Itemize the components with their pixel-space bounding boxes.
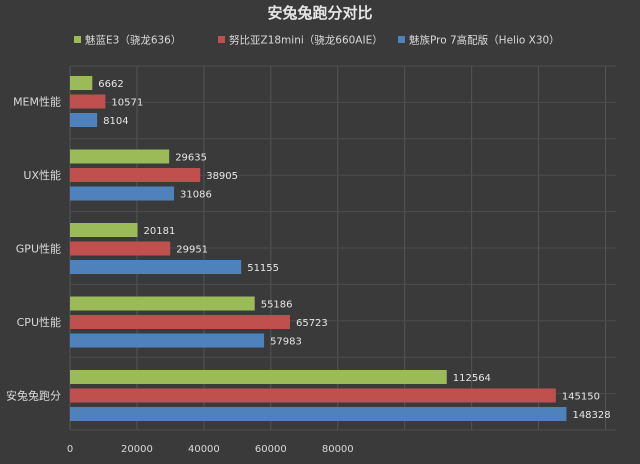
data-label: 55186 <box>261 300 293 311</box>
data-label: 148328 <box>572 410 610 421</box>
legend-label: 努比亚Z18mini（骁龙660AIE） <box>229 34 383 47</box>
bar <box>70 94 106 109</box>
category-label: 安兔兔跑分 <box>6 389 61 403</box>
bar <box>70 186 175 201</box>
data-label: 10571 <box>111 98 143 109</box>
bar <box>70 370 447 384</box>
legend-label: 魅蓝E3（骁龙636） <box>85 34 181 47</box>
legend-swatch <box>398 36 405 43</box>
bar <box>70 76 93 90</box>
data-label: 38905 <box>206 171 238 182</box>
bar <box>70 407 567 421</box>
x-tick-label: 40000 <box>188 444 220 455</box>
category-label: UX性能 <box>23 168 61 182</box>
data-label: 20181 <box>144 226 176 237</box>
x-tick-label: 0 <box>67 444 73 455</box>
category-label: MEM性能 <box>13 95 61 109</box>
x-tick-label: 20000 <box>121 444 153 455</box>
x-axis-ticks: 0 20000 40000 60000 80000 <box>67 444 354 455</box>
x-tick-label: 60000 <box>255 444 287 455</box>
bar <box>70 388 556 403</box>
bar <box>70 260 242 274</box>
data-label: 29951 <box>176 245 208 256</box>
legend: 魅蓝E3（骁龙636） 努比亚Z18mini（骁龙660AIE） 魅族Pro 7高配… <box>74 34 560 47</box>
data-label: 29635 <box>175 153 207 164</box>
data-label: 65723 <box>296 318 328 329</box>
data-label: 57983 <box>270 337 302 348</box>
grid-lines <box>69 65 616 431</box>
category-label: GPU性能 <box>16 242 61 256</box>
bar <box>70 296 255 311</box>
legend-swatch <box>218 36 225 43</box>
data-label: 6662 <box>98 79 123 90</box>
chart-title: 安兔兔跑分对比 <box>267 4 372 22</box>
x-tick-label: 80000 <box>322 444 354 455</box>
data-label: 31086 <box>180 190 212 201</box>
data-label: 112564 <box>453 373 491 384</box>
data-label: 145150 <box>562 392 600 403</box>
legend-swatch <box>74 36 81 43</box>
data-label: 51155 <box>247 263 279 274</box>
bar <box>70 223 138 237</box>
legend-label: 魅族Pro 7高配版（Helio X30） <box>409 34 560 47</box>
bar <box>70 168 201 182</box>
bar <box>70 113 98 127</box>
category-label: CPU性能 <box>17 315 61 329</box>
bar <box>70 241 171 256</box>
bar <box>70 333 265 348</box>
bar <box>70 149 170 164</box>
bar <box>70 315 290 329</box>
data-label: 8104 <box>103 116 128 127</box>
